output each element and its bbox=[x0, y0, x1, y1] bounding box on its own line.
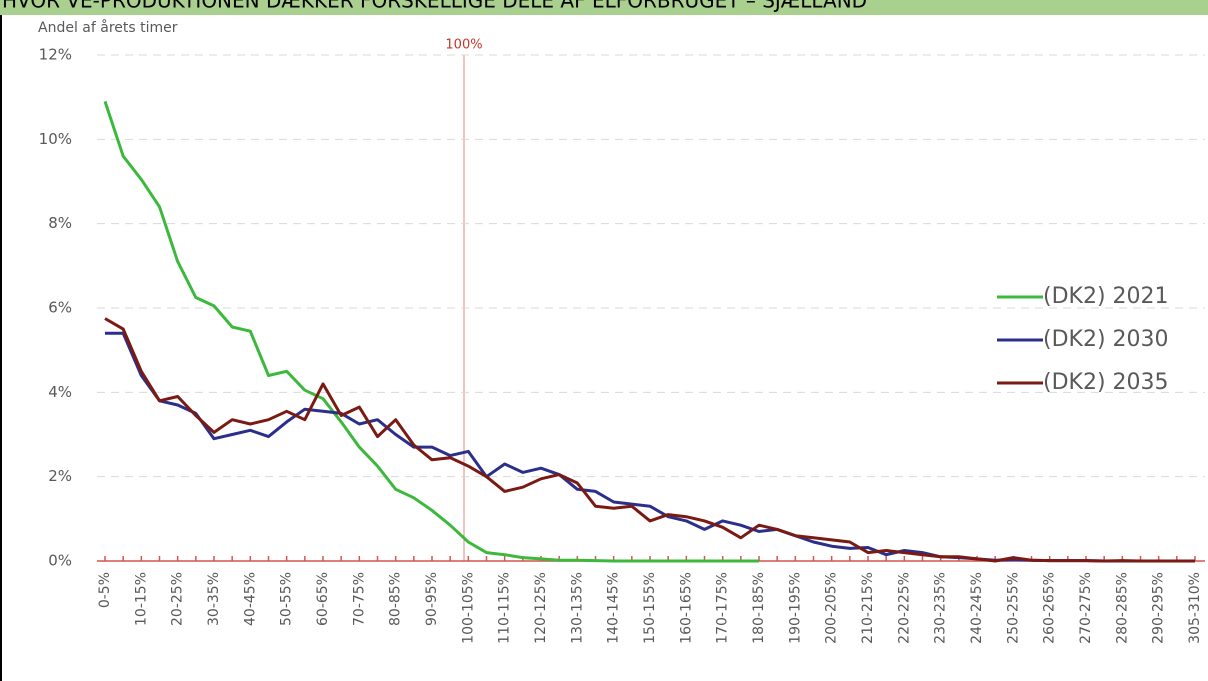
x-tick-label: 90-95% bbox=[424, 572, 440, 626]
y-tick-label: 6% bbox=[48, 299, 72, 317]
x-tick-label: 70-75% bbox=[351, 572, 367, 626]
x-tick-label: 260-265% bbox=[1042, 572, 1058, 644]
x-tick-label: 40-45% bbox=[242, 572, 258, 626]
title-band bbox=[0, 0, 1208, 15]
series-line bbox=[105, 331, 1195, 563]
x-tick-label: 240-245% bbox=[969, 572, 985, 644]
x-tick-label: 180-185% bbox=[751, 572, 767, 644]
y-tick-label: 0% bbox=[48, 552, 72, 570]
y-tick-label: 12% bbox=[39, 46, 72, 64]
legend-label: (DK2) 2021 bbox=[1043, 284, 1169, 309]
annotation: 100% bbox=[445, 38, 482, 53]
x-tick-label: 190-195% bbox=[787, 572, 803, 644]
x-tick-label: 30-35% bbox=[206, 572, 222, 626]
x-tick-label: 120-125% bbox=[533, 572, 549, 644]
x-tick-label: 280-285% bbox=[1114, 572, 1130, 644]
x-tick-label: 10-15% bbox=[133, 572, 149, 626]
x-tick-label: 140-145% bbox=[606, 572, 622, 644]
x-tick-label: 20-25% bbox=[170, 572, 186, 626]
x-tick-label: 250-255% bbox=[1005, 572, 1021, 644]
x-tick-label: 100-105% bbox=[460, 572, 476, 644]
legend-label: (DK2) 2035 bbox=[1043, 370, 1169, 395]
x-tick-label: 210-215% bbox=[860, 572, 876, 644]
chart-title: HVOR VE-PRODUKTIONEN DÆKKER FORSKELLIGE … bbox=[2, 0, 867, 13]
x-tick-label: 200-205% bbox=[824, 572, 840, 644]
x-tick-label: 110-115% bbox=[497, 572, 513, 644]
x-tick-label: 150-155% bbox=[642, 572, 658, 644]
y-axis-label: Andel af årets timer bbox=[38, 19, 178, 36]
legend-label: (DK2) 2030 bbox=[1043, 327, 1169, 352]
x-tick-label: 270-275% bbox=[1078, 572, 1094, 644]
series-line bbox=[104, 317, 1195, 563]
x-tick-label: 305-310% bbox=[1187, 572, 1203, 644]
x-tick-label: 290-295% bbox=[1151, 572, 1167, 644]
x-tick-label: 50-55% bbox=[279, 572, 295, 626]
y-tick-label: 2% bbox=[48, 467, 72, 485]
y-tick-label: 4% bbox=[48, 383, 72, 401]
series-line bbox=[103, 100, 759, 563]
y-tick-label: 8% bbox=[48, 214, 72, 232]
x-tick-label: 0-5% bbox=[97, 572, 113, 608]
y-tick-label: 10% bbox=[39, 130, 72, 148]
x-tick-label: 170-175% bbox=[715, 572, 731, 644]
x-tick-label: 60-65% bbox=[315, 572, 331, 626]
x-tick-label: 160-165% bbox=[678, 572, 694, 644]
x-tick-label: 230-235% bbox=[933, 572, 949, 644]
x-tick-label: 80-85% bbox=[388, 572, 404, 626]
x-tick-label: 220-225% bbox=[896, 572, 912, 644]
x-tick-label: 130-135% bbox=[569, 572, 585, 644]
